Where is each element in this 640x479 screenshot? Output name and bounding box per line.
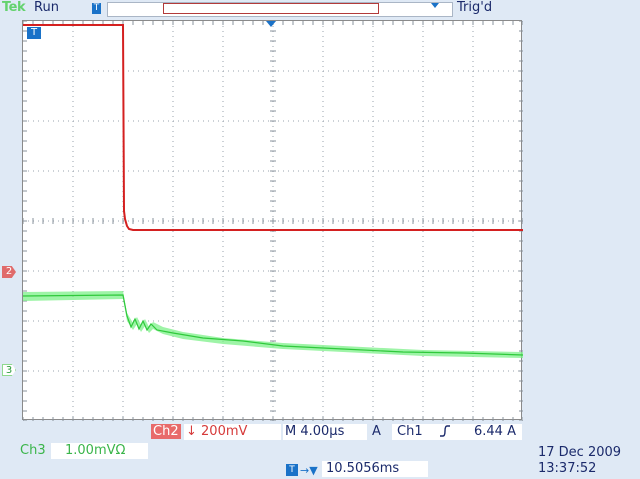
trigger-position-marker-icon	[266, 21, 276, 27]
readout-row-2: Ch3 1.00mVΩ T →▼ 10.5056ms 17 Dec 2009 1…	[0, 443, 640, 479]
trigger-position-arrow-icon: →▼	[300, 464, 318, 477]
trigger-mode: A	[372, 424, 381, 439]
trigger-position-icon: T	[286, 464, 298, 476]
rising-edge-icon	[439, 424, 451, 442]
ch1-ground-marker-icon: T	[27, 27, 41, 39]
tek-logo: Tek	[2, 0, 26, 15]
ch3-ground-marker-icon: 3	[2, 364, 16, 376]
trigger-source: Ch1	[397, 424, 423, 439]
ch2-ground-marker-icon: 2	[2, 266, 16, 278]
trigger-readout: Ch1 6.44 A	[392, 424, 522, 440]
record-window	[163, 3, 439, 14]
waveform-display	[22, 20, 523, 421]
ch3-trace-band	[23, 291, 523, 358]
ch3-label: Ch3	[20, 443, 46, 458]
status-bar: Tek Run T Trig'd	[0, 0, 640, 18]
ch2-scale: ↓ 200mV	[184, 424, 281, 440]
waveform-traces	[23, 24, 523, 358]
trigger-status: Trig'd	[457, 0, 493, 15]
record-trigger-arrow-icon	[431, 3, 439, 8]
ch2-label: Ch2	[151, 424, 181, 439]
timebase-readout: M 4.00µs	[283, 424, 367, 440]
readout-row-1: Ch2 ↓ 200mV M 4.00µs A Ch1 6.44 A	[0, 424, 640, 442]
date-readout: 17 Dec 2009	[538, 445, 622, 460]
trigger-position-value: 10.5056ms	[322, 461, 428, 477]
ch1-trace	[23, 24, 523, 231]
time-readout: 13:37:52	[538, 461, 597, 476]
ch3-trace	[23, 294, 523, 356]
ch3-scale: 1.00mVΩ	[51, 443, 148, 459]
graticule-grid	[23, 21, 523, 421]
trigger-marker-icon: T	[92, 3, 101, 14]
trigger-level: 6.44 A	[474, 424, 516, 439]
acquisition-state: Run	[34, 0, 59, 15]
